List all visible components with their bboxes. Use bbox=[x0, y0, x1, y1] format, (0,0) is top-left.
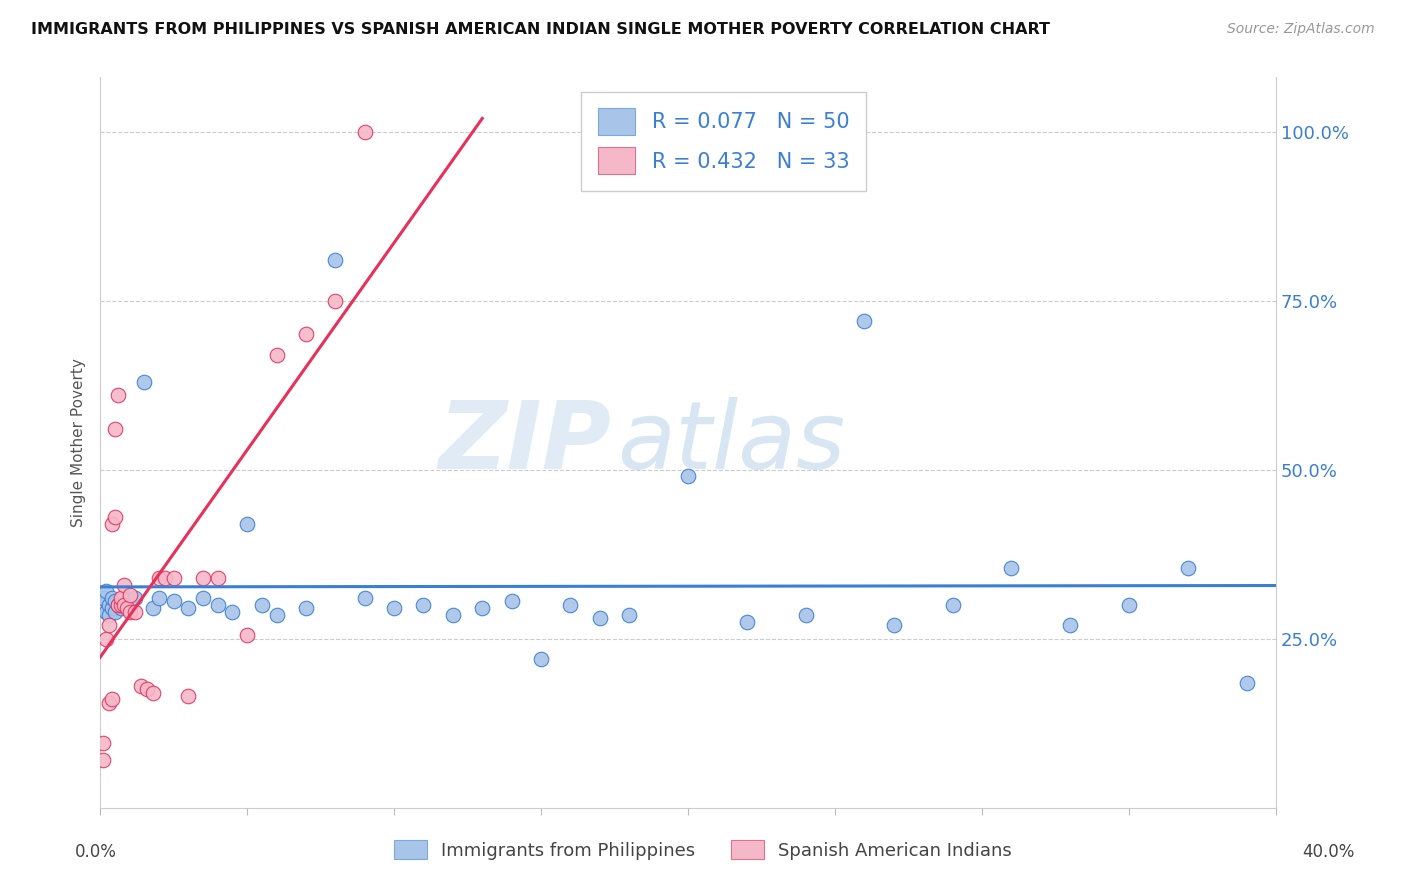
Point bbox=[107, 598, 129, 612]
Point bbox=[162, 571, 184, 585]
Point bbox=[136, 682, 159, 697]
Point bbox=[118, 588, 141, 602]
Point bbox=[91, 753, 114, 767]
Point bbox=[101, 591, 124, 605]
Point bbox=[115, 594, 138, 608]
Text: atlas: atlas bbox=[617, 397, 846, 488]
Point bbox=[295, 327, 318, 342]
Point bbox=[94, 632, 117, 646]
Point bbox=[323, 293, 346, 308]
Point bbox=[110, 598, 132, 612]
Point bbox=[501, 594, 523, 608]
Point bbox=[112, 577, 135, 591]
Text: IMMIGRANTS FROM PHILIPPINES VS SPANISH AMERICAN INDIAN SINGLE MOTHER POVERTY COR: IMMIGRANTS FROM PHILIPPINES VS SPANISH A… bbox=[31, 22, 1050, 37]
Point bbox=[177, 601, 200, 615]
Point bbox=[110, 591, 132, 605]
Point bbox=[118, 605, 141, 619]
Point bbox=[266, 607, 288, 622]
Point bbox=[236, 516, 259, 531]
Point bbox=[112, 591, 135, 605]
Point bbox=[162, 594, 184, 608]
Point bbox=[1236, 675, 1258, 690]
Point bbox=[124, 605, 146, 619]
Point bbox=[104, 422, 127, 436]
Point bbox=[91, 736, 114, 750]
Point bbox=[104, 509, 127, 524]
Legend: Immigrants from Philippines, Spanish American Indians: Immigrants from Philippines, Spanish Ame… bbox=[387, 833, 1019, 867]
Point bbox=[91, 591, 114, 605]
Point bbox=[104, 594, 127, 608]
Point bbox=[1000, 560, 1022, 574]
Point bbox=[353, 124, 375, 138]
Point bbox=[191, 591, 214, 605]
Point bbox=[191, 571, 214, 585]
Point bbox=[107, 388, 129, 402]
Point bbox=[104, 605, 127, 619]
Point bbox=[129, 679, 152, 693]
Text: 0.0%: 0.0% bbox=[75, 843, 117, 861]
Point bbox=[853, 314, 876, 328]
Point bbox=[619, 607, 641, 622]
Point bbox=[589, 611, 612, 625]
Point bbox=[236, 628, 259, 642]
Point bbox=[118, 598, 141, 612]
Point bbox=[250, 598, 273, 612]
Point bbox=[560, 598, 582, 612]
Point bbox=[735, 615, 758, 629]
Text: ZIP: ZIP bbox=[439, 397, 612, 489]
Point bbox=[101, 692, 124, 706]
Point bbox=[115, 601, 138, 615]
Point bbox=[110, 601, 132, 615]
Point bbox=[266, 348, 288, 362]
Point bbox=[148, 571, 170, 585]
Point bbox=[794, 607, 817, 622]
Point bbox=[97, 598, 120, 612]
Point bbox=[1118, 598, 1140, 612]
Point bbox=[323, 252, 346, 267]
Point bbox=[124, 591, 146, 605]
Point bbox=[148, 591, 170, 605]
Point bbox=[676, 469, 699, 483]
Text: Source: ZipAtlas.com: Source: ZipAtlas.com bbox=[1227, 22, 1375, 37]
Point bbox=[97, 618, 120, 632]
Point bbox=[1059, 618, 1081, 632]
Text: 40.0%: 40.0% bbox=[1302, 843, 1355, 861]
Point bbox=[221, 605, 243, 619]
Point bbox=[295, 601, 318, 615]
Legend: R = 0.077   N = 50, R = 0.432   N = 33: R = 0.077 N = 50, R = 0.432 N = 33 bbox=[581, 92, 866, 191]
Point bbox=[441, 607, 464, 622]
Point bbox=[94, 605, 117, 619]
Point bbox=[412, 598, 434, 612]
Point bbox=[207, 598, 229, 612]
Point bbox=[134, 375, 156, 389]
Point bbox=[177, 689, 200, 703]
Point bbox=[101, 601, 124, 615]
Point bbox=[207, 571, 229, 585]
Point bbox=[107, 598, 129, 612]
Point bbox=[91, 598, 114, 612]
Point bbox=[530, 652, 553, 666]
Point bbox=[353, 591, 375, 605]
Point bbox=[97, 607, 120, 622]
Point bbox=[142, 601, 165, 615]
Point bbox=[101, 516, 124, 531]
Y-axis label: Single Mother Poverty: Single Mother Poverty bbox=[72, 358, 86, 527]
Point bbox=[1177, 560, 1199, 574]
Point bbox=[142, 686, 165, 700]
Point bbox=[112, 598, 135, 612]
Point bbox=[94, 584, 117, 599]
Point bbox=[97, 696, 120, 710]
Point bbox=[942, 598, 965, 612]
Point bbox=[153, 571, 176, 585]
Point bbox=[471, 601, 494, 615]
Point bbox=[883, 618, 905, 632]
Point bbox=[382, 601, 405, 615]
